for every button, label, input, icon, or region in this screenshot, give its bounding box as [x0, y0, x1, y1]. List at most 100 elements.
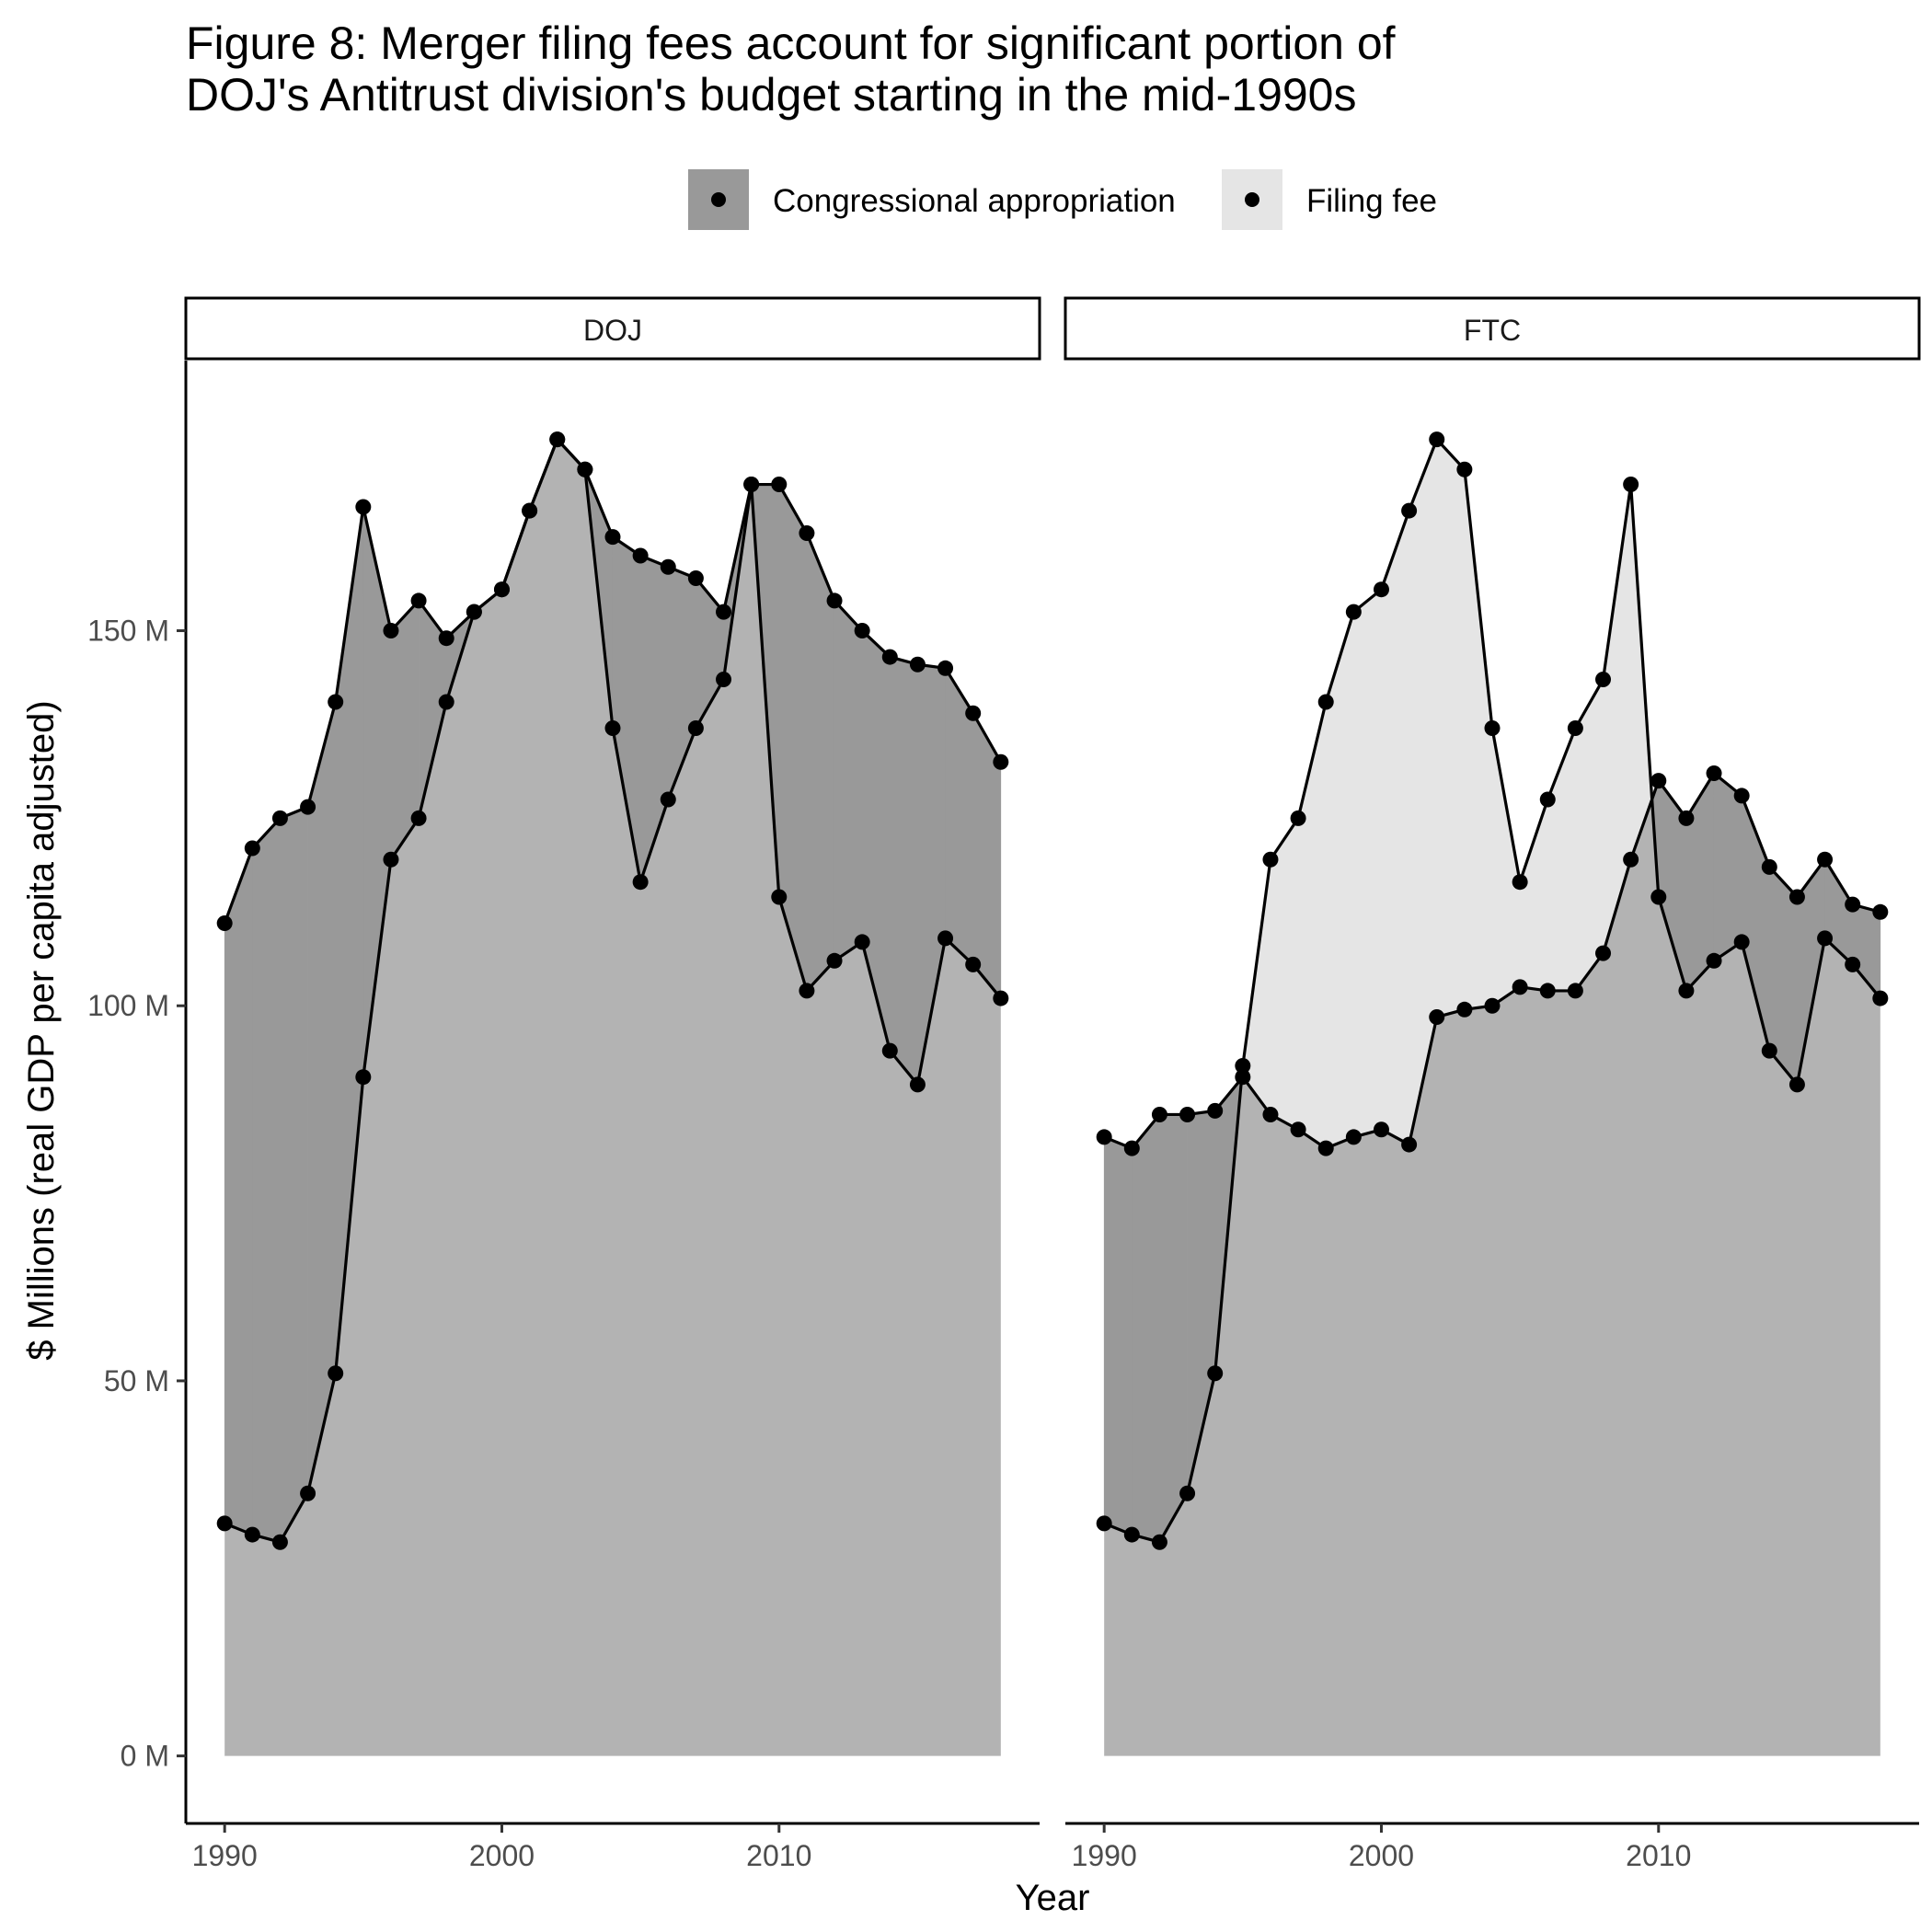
- ftc-base-area: [1104, 799, 1880, 1756]
- strip-ftc: [1064, 296, 1921, 361]
- doj-point-filing-fee-1990: [216, 1515, 233, 1532]
- strip-label-ftc: FTC: [1464, 314, 1521, 347]
- ftc-point-congressional-appropriation-1998: [1317, 1140, 1334, 1156]
- chart-title: Figure 8: Merger filing fees account for…: [186, 17, 1396, 121]
- doj-gap-area-2: [280, 806, 308, 1544]
- doj-point-congressional-appropriation-1990: [216, 915, 233, 932]
- doj-gap-area-22: [834, 600, 863, 961]
- panel-ftc: FTC: [1064, 296, 1921, 1756]
- strip-label-doj: DOJ: [583, 314, 642, 347]
- doj-point-filing-fee-1992: [271, 1534, 288, 1550]
- chart-title-line-2: DOJ's Antitrust division's budget starti…: [186, 69, 1357, 121]
- ftc-point-filing-fee-2012: [1706, 952, 1722, 969]
- doj-x-tick-label-2000: 2000: [469, 1839, 535, 1872]
- doj-base-area: [224, 439, 1001, 1756]
- ftc-point-filing-fee-2011: [1678, 983, 1695, 999]
- ftc-point-filing-fee-2006: [1539, 791, 1556, 808]
- strip-doj: [184, 296, 1041, 361]
- ftc-gap-area-16: [1519, 799, 1548, 992]
- ftc-point-congressional-appropriation-2003: [1456, 1001, 1473, 1018]
- doj-point-congressional-appropriation-2011: [799, 525, 815, 542]
- doj-point-filing-fee-2008: [716, 672, 732, 688]
- ftc-point-congressional-appropriation-2009: [1623, 851, 1639, 868]
- doj-point-congressional-appropriation-2007: [687, 569, 704, 586]
- doj-gap-area-0: [224, 847, 253, 1535]
- y-tick-label-150: 150 M: [87, 615, 169, 648]
- doj-point-congressional-appropriation-1995: [355, 499, 372, 515]
- ftc-point-congressional-appropriation-2004: [1484, 997, 1501, 1014]
- ftc-gap-area-13: [1436, 438, 1466, 1018]
- ftc-point-filing-fee-1996: [1262, 851, 1279, 868]
- ftc-point-filing-fee-1999: [1345, 604, 1362, 620]
- doj-point-filing-fee-2016: [937, 930, 954, 947]
- doj-point-filing-fee-2003: [577, 461, 593, 477]
- ftc-point-congressional-appropriation-2011: [1678, 810, 1695, 826]
- doj-point-filing-fee-1995: [355, 1069, 372, 1086]
- doj-point-congressional-appropriation-1997: [410, 592, 427, 609]
- ftc-point-filing-fee-2018: [1872, 990, 1889, 1006]
- doj-gap-area-1: [252, 817, 281, 1543]
- ftc-point-congressional-appropriation-2008: [1595, 945, 1612, 961]
- ftc-point-filing-fee-1992: [1151, 1534, 1167, 1550]
- ftc-point-filing-fee-2000: [1373, 581, 1389, 598]
- ftc-point-filing-fee-2007: [1567, 720, 1583, 737]
- ftc-point-filing-fee-1995: [1235, 1057, 1251, 1074]
- ftc-point-congressional-appropriation-1990: [1096, 1129, 1112, 1145]
- ftc-point-congressional-appropriation-2007: [1567, 983, 1583, 999]
- doj-point-filing-fee-2011: [799, 983, 815, 999]
- doj-point-filing-fee-2010: [771, 889, 788, 905]
- ftc-gap-area-14: [1464, 469, 1493, 1010]
- ftc-point-filing-fee-1990: [1096, 1515, 1112, 1532]
- doj-point-filing-fee-2005: [632, 874, 649, 891]
- doj-x-tick-label-2010: 2010: [746, 1839, 811, 1872]
- ftc-point-filing-fee-2008: [1595, 672, 1612, 688]
- doj-point-filing-fee-1999: [466, 604, 482, 620]
- doj-point-congressional-appropriation-2016: [937, 660, 954, 676]
- ftc-gap-area-1: [1132, 1113, 1160, 1543]
- ftc-point-congressional-appropriation-2012: [1706, 765, 1722, 781]
- ftc-gap-area-8: [1297, 701, 1327, 1149]
- x-axis-ftc: 1990 2000 2010: [1065, 1822, 1919, 1872]
- ftc-gap-area-10: [1353, 589, 1382, 1138]
- x-axis-title: Year: [1016, 1878, 1090, 1918]
- doj-gap-area-24: [889, 656, 918, 1086]
- doj-point-filing-fee-2015: [909, 1076, 926, 1093]
- legend: Congressional appropriation Filing fee: [688, 169, 1437, 230]
- ftc-x-tick-label-1990: 1990: [1072, 1839, 1137, 1872]
- y-tick-label-0: 0 M: [121, 1740, 169, 1773]
- ftc-point-congressional-appropriation-1992: [1151, 1106, 1167, 1122]
- ftc-point-filing-fee-2017: [1845, 956, 1861, 972]
- ftc-point-congressional-appropriation-1993: [1179, 1106, 1196, 1122]
- ftc-point-congressional-appropriation-1999: [1345, 1129, 1362, 1145]
- ftc-point-congressional-appropriation-2013: [1733, 788, 1750, 804]
- ftc-point-congressional-appropriation-2015: [1788, 889, 1805, 905]
- plot-area-doj: [216, 431, 1009, 1756]
- y-tick-label-100: 100 M: [87, 989, 169, 1022]
- legend-key-point-filing-fee: [1245, 192, 1259, 207]
- doj-point-congressional-appropriation-2017: [965, 705, 982, 721]
- ftc-point-filing-fee-2015: [1788, 1076, 1805, 1093]
- doj-point-filing-fee-1996: [383, 851, 399, 868]
- doj-x-tick-label-1990: 1990: [192, 1839, 258, 1872]
- ftc-point-congressional-appropriation-2005: [1512, 979, 1528, 995]
- doj-point-congressional-appropriation-2010: [771, 477, 788, 493]
- doj-point-congressional-appropriation-1998: [438, 630, 454, 647]
- doj-point-filing-fee-2018: [993, 990, 1009, 1006]
- ftc-point-filing-fee-1998: [1317, 694, 1334, 710]
- ftc-point-filing-fee-2003: [1456, 461, 1473, 477]
- doj-point-congressional-appropriation-2005: [632, 547, 649, 564]
- doj-point-congressional-appropriation-1996: [383, 623, 399, 639]
- x-axis-doj: 1990 2000 2010: [186, 1822, 1040, 1872]
- ftc-point-filing-fee-1994: [1207, 1365, 1224, 1382]
- ftc-point-filing-fee-2014: [1761, 1042, 1777, 1059]
- doj-point-filing-fee-1991: [244, 1526, 260, 1543]
- ftc-point-filing-fee-1991: [1123, 1526, 1140, 1543]
- ftc-point-filing-fee-2002: [1429, 431, 1445, 448]
- ftc-point-congressional-appropriation-2016: [1817, 851, 1834, 868]
- doj-point-filing-fee-2004: [604, 720, 621, 737]
- ftc-point-congressional-appropriation-1994: [1207, 1102, 1224, 1119]
- doj-point-filing-fee-2007: [687, 720, 704, 737]
- ftc-point-congressional-appropriation-2010: [1650, 773, 1667, 789]
- ftc-point-congressional-appropriation-1997: [1290, 1121, 1306, 1138]
